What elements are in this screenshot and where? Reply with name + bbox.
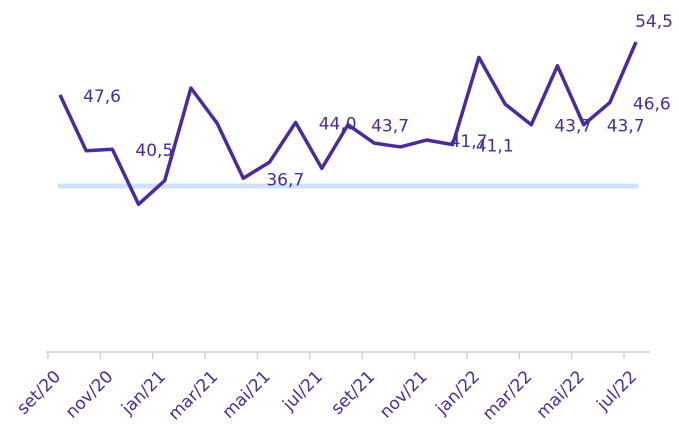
- x-tick-label: set/20: [13, 367, 65, 419]
- x-tick-label: jan/22: [431, 367, 484, 420]
- x-tick-label: jul/21: [278, 367, 327, 416]
- data-label: 44,0: [319, 114, 357, 134]
- data-line: [58, 41, 638, 207]
- x-tick-label: mai/21: [219, 367, 275, 423]
- data-label: 54,5: [635, 12, 673, 32]
- data-label: 41,7: [450, 132, 488, 152]
- x-tick-label: nov/20: [62, 367, 118, 423]
- data-label: 40,5: [135, 141, 173, 161]
- data-label: 43,7: [607, 117, 645, 137]
- data-label: 36,7: [266, 170, 304, 190]
- data-label: 46,6: [633, 95, 671, 115]
- data-label: 41,1: [476, 137, 514, 157]
- x-tick-label: set/21: [327, 367, 379, 419]
- x-tick-label: mar/21: [165, 367, 223, 425]
- x-tick-label: jul/22: [593, 367, 642, 416]
- x-tick-label: mar/22: [479, 367, 537, 425]
- data-label: 43,7: [371, 117, 409, 137]
- x-tick-label: nov/21: [376, 367, 432, 423]
- x-tick-label: jan/21: [117, 367, 170, 420]
- x-tick-label: mai/22: [533, 367, 589, 423]
- data-label: 47,6: [83, 87, 121, 107]
- data-label: 43,7: [554, 117, 592, 137]
